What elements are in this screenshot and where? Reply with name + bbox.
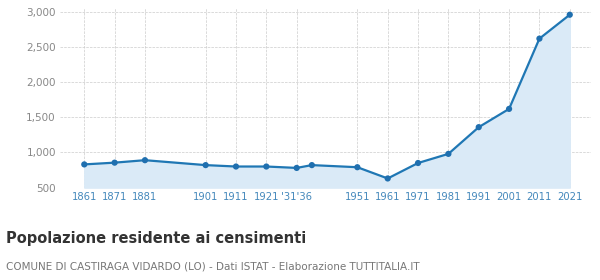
Point bbox=[231, 164, 241, 169]
Point bbox=[413, 161, 423, 165]
Point bbox=[504, 107, 514, 111]
Point bbox=[140, 158, 150, 162]
Point bbox=[535, 36, 544, 41]
Point bbox=[262, 164, 271, 169]
Point bbox=[110, 160, 119, 165]
Point bbox=[201, 163, 211, 167]
Point bbox=[292, 166, 301, 170]
Point bbox=[383, 176, 392, 181]
Point bbox=[443, 152, 453, 156]
Text: COMUNE DI CASTIRAGA VIDARDO (LO) - Dati ISTAT - Elaborazione TUTTITALIA.IT: COMUNE DI CASTIRAGA VIDARDO (LO) - Dati … bbox=[6, 262, 419, 272]
Point bbox=[79, 162, 89, 167]
Point bbox=[565, 13, 575, 17]
Text: Popolazione residente ai censimenti: Popolazione residente ai censimenti bbox=[6, 231, 306, 246]
Point bbox=[474, 125, 484, 129]
Point bbox=[307, 163, 317, 167]
Point bbox=[353, 165, 362, 169]
